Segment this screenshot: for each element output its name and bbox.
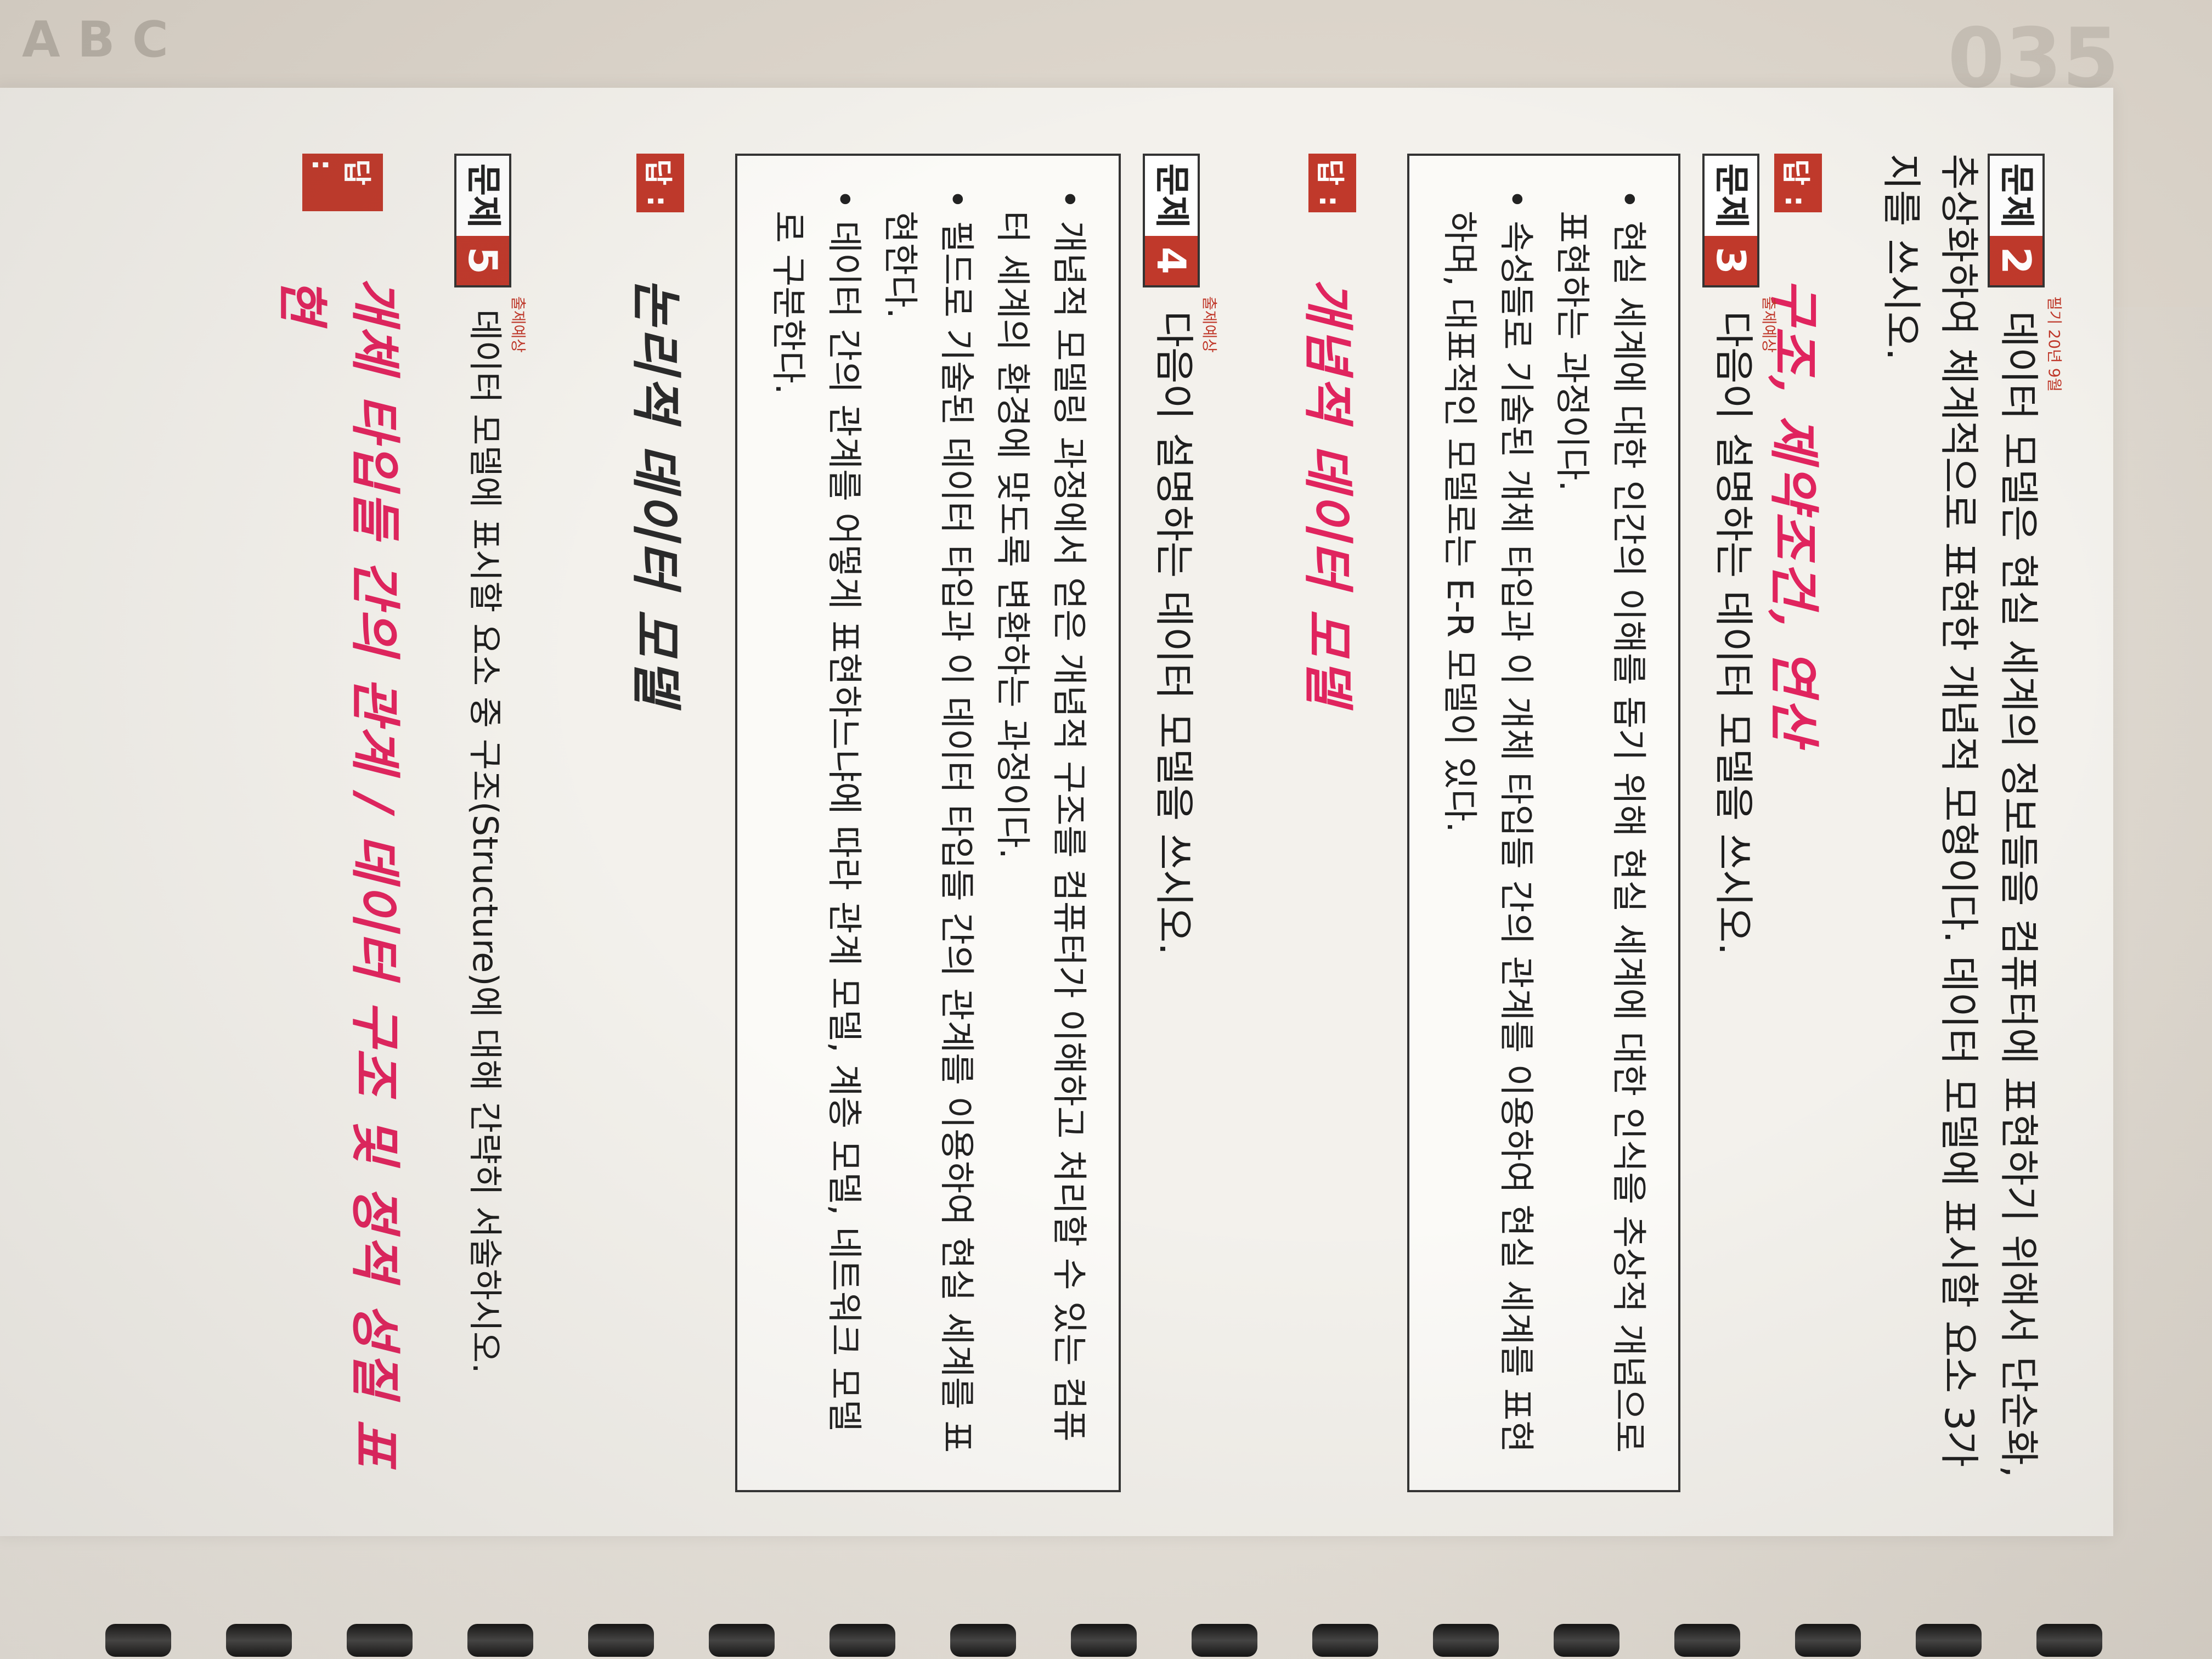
answer-label: 답 : — [1774, 154, 1822, 212]
box-item: • 필드로 기술된 데이터 타입과 이 데이터 타입들 간의 관계를 이용하여 … — [879, 189, 977, 1453]
problem-2: 필기 20년 9월 문제 2 데이터 모델은 현실 세계의 정보들을 컴퓨터에 … — [1762, 154, 2063, 1492]
problem-3: 출제예상 문제 3 다음이 설명하는 데이터 모델을 쓰시오. • 현실 세계에… — [1296, 154, 1778, 1492]
question-body: 다음이 설명하는 데이터 모델을 쓰시오. — [1711, 311, 1757, 956]
binding-ring — [1071, 1624, 1137, 1657]
workbook-page: 필기 20년 9월 문제 2 데이터 모델은 현실 세계의 정보들을 컴퓨터에 … — [0, 88, 2113, 1536]
answer-row: 답 : 구조, 제약조건, 연산 — [1762, 154, 1835, 1492]
badge-number: 3 — [1704, 235, 1757, 285]
answer-row: 답 : 논리적 데이터 모델 — [624, 154, 697, 1492]
badge-number: 4 — [1144, 235, 1198, 285]
badge-label: 문제 — [1704, 156, 1757, 236]
binding-ring — [347, 1624, 413, 1657]
problem-badge: 문제 2 — [1987, 154, 2045, 287]
binding-ring — [1192, 1624, 1257, 1657]
problem-badge: 문제 5 — [454, 154, 511, 287]
binding-ring — [588, 1624, 654, 1657]
binding-ring — [2036, 1624, 2102, 1657]
box-item: • 개념적 모델링 과정에서 얻은 개념적 구조를 컴퓨터가 이해하고 처리할 … — [992, 189, 1089, 1442]
binding-ring — [950, 1624, 1016, 1657]
handwritten-answer: 개체 타입들 간의 관계 / 데이터 구조 및 정적 성질 표현 — [273, 277, 405, 1468]
problem-badge: 문제 4 — [1142, 154, 1200, 287]
binding-ring — [1916, 1624, 1982, 1657]
question-body: 데이터 모델에 표시할 요소 중 구조(Structure)에 대해 간략히 서… — [465, 309, 505, 1374]
problem-tag: 필기 20년 9월 — [2045, 296, 2063, 392]
problem-5: 출제예상 문제 5 데이터 모델에 표시할 요소 중 구조(Structure)… — [270, 154, 527, 1492]
answer-row: 답 : 개념적 데이터 모델 — [1296, 154, 1369, 1492]
box-item: • 데이터 간의 관계를 어떻게 표현하느냐에 따라 관계 모델, 계층 모델,… — [767, 189, 864, 1432]
question-body: 다음이 설명하는 데이터 모델을 쓰시오. — [1151, 311, 1197, 956]
question-text: 문제 4 다음이 설명하는 데이터 모델을 쓰시오. — [1142, 154, 1203, 1492]
binding-ring — [1674, 1624, 1740, 1657]
binding-ring — [1312, 1624, 1378, 1657]
handwritten-answer: 논리적 데이터 모델 — [627, 278, 686, 707]
question-text: 문제 3 다음이 설명하는 데이터 모델을 쓰시오. — [1702, 154, 1762, 1492]
box-item: • 속성들로 기술된 개체 타입과 이 개체 타입들 간의 관계를 이용하여 현… — [1439, 189, 1536, 1453]
problem-tag: 출제예상 — [509, 296, 527, 353]
badge-label: 문제 — [456, 156, 509, 236]
binding-ring — [709, 1624, 775, 1657]
question-text: 문제 2 데이터 모델은 현실 세계의 정보들을 컴퓨터에 표현하기 위해서 단… — [1873, 154, 2047, 1492]
badge-number: 5 — [456, 235, 509, 285]
binding-ring — [830, 1624, 895, 1657]
binding-ring — [1554, 1624, 1620, 1657]
badge-number: 2 — [1989, 235, 2042, 285]
handwritten-answer: 개념적 데이터 모델 — [1298, 278, 1358, 707]
binding-ring — [105, 1624, 171, 1657]
answer-label: 답 : — [636, 154, 685, 212]
spiral-binding — [0, 1624, 2212, 1659]
problem-tag: 출제예상 — [1760, 296, 1778, 353]
binding-ring — [1795, 1624, 1861, 1657]
binding-ring — [1433, 1624, 1499, 1657]
answer-label: 답 : — [1308, 154, 1356, 212]
problem-tag: 출제예상 — [1200, 296, 1218, 353]
badge-label: 문제 — [1144, 156, 1198, 236]
question-text: 문제 5 데이터 모델에 표시할 요소 중 구조(Structure)에 대해 … — [454, 154, 511, 1492]
answer-label: 답 : — [302, 154, 383, 212]
binding-ring — [467, 1624, 533, 1657]
description-box: • 현실 세계에 대한 인간의 이해를 돕기 위해 현실 세계에 대한 인식을 … — [1407, 154, 1680, 1492]
problem-badge: 문제 3 — [1702, 154, 1759, 287]
question-body: 데이터 모델은 현실 세계의 정보들을 컴퓨터에 표현하기 위해서 단순화, 추… — [1878, 154, 2042, 1478]
box-item: • 현실 세계에 대한 인간의 이해를 돕기 위해 현실 세계에 대한 인식을 … — [1551, 189, 1649, 1453]
description-box: • 개념적 모델링 과정에서 얻은 개념적 구조를 컴퓨터가 이해하고 처리할 … — [735, 154, 1121, 1492]
problem-4: 출제예상 문제 4 다음이 설명하는 데이터 모델을 쓰시오. • 개념적 모델… — [624, 154, 1218, 1492]
badge-label: 문제 — [1989, 156, 2042, 236]
binding-ring — [226, 1624, 292, 1657]
answer-row: 답 : 개체 타입들 간의 관계 / 데이터 구조 및 정적 성질 표현 — [270, 154, 416, 1492]
background-letters: A B C — [22, 11, 168, 69]
